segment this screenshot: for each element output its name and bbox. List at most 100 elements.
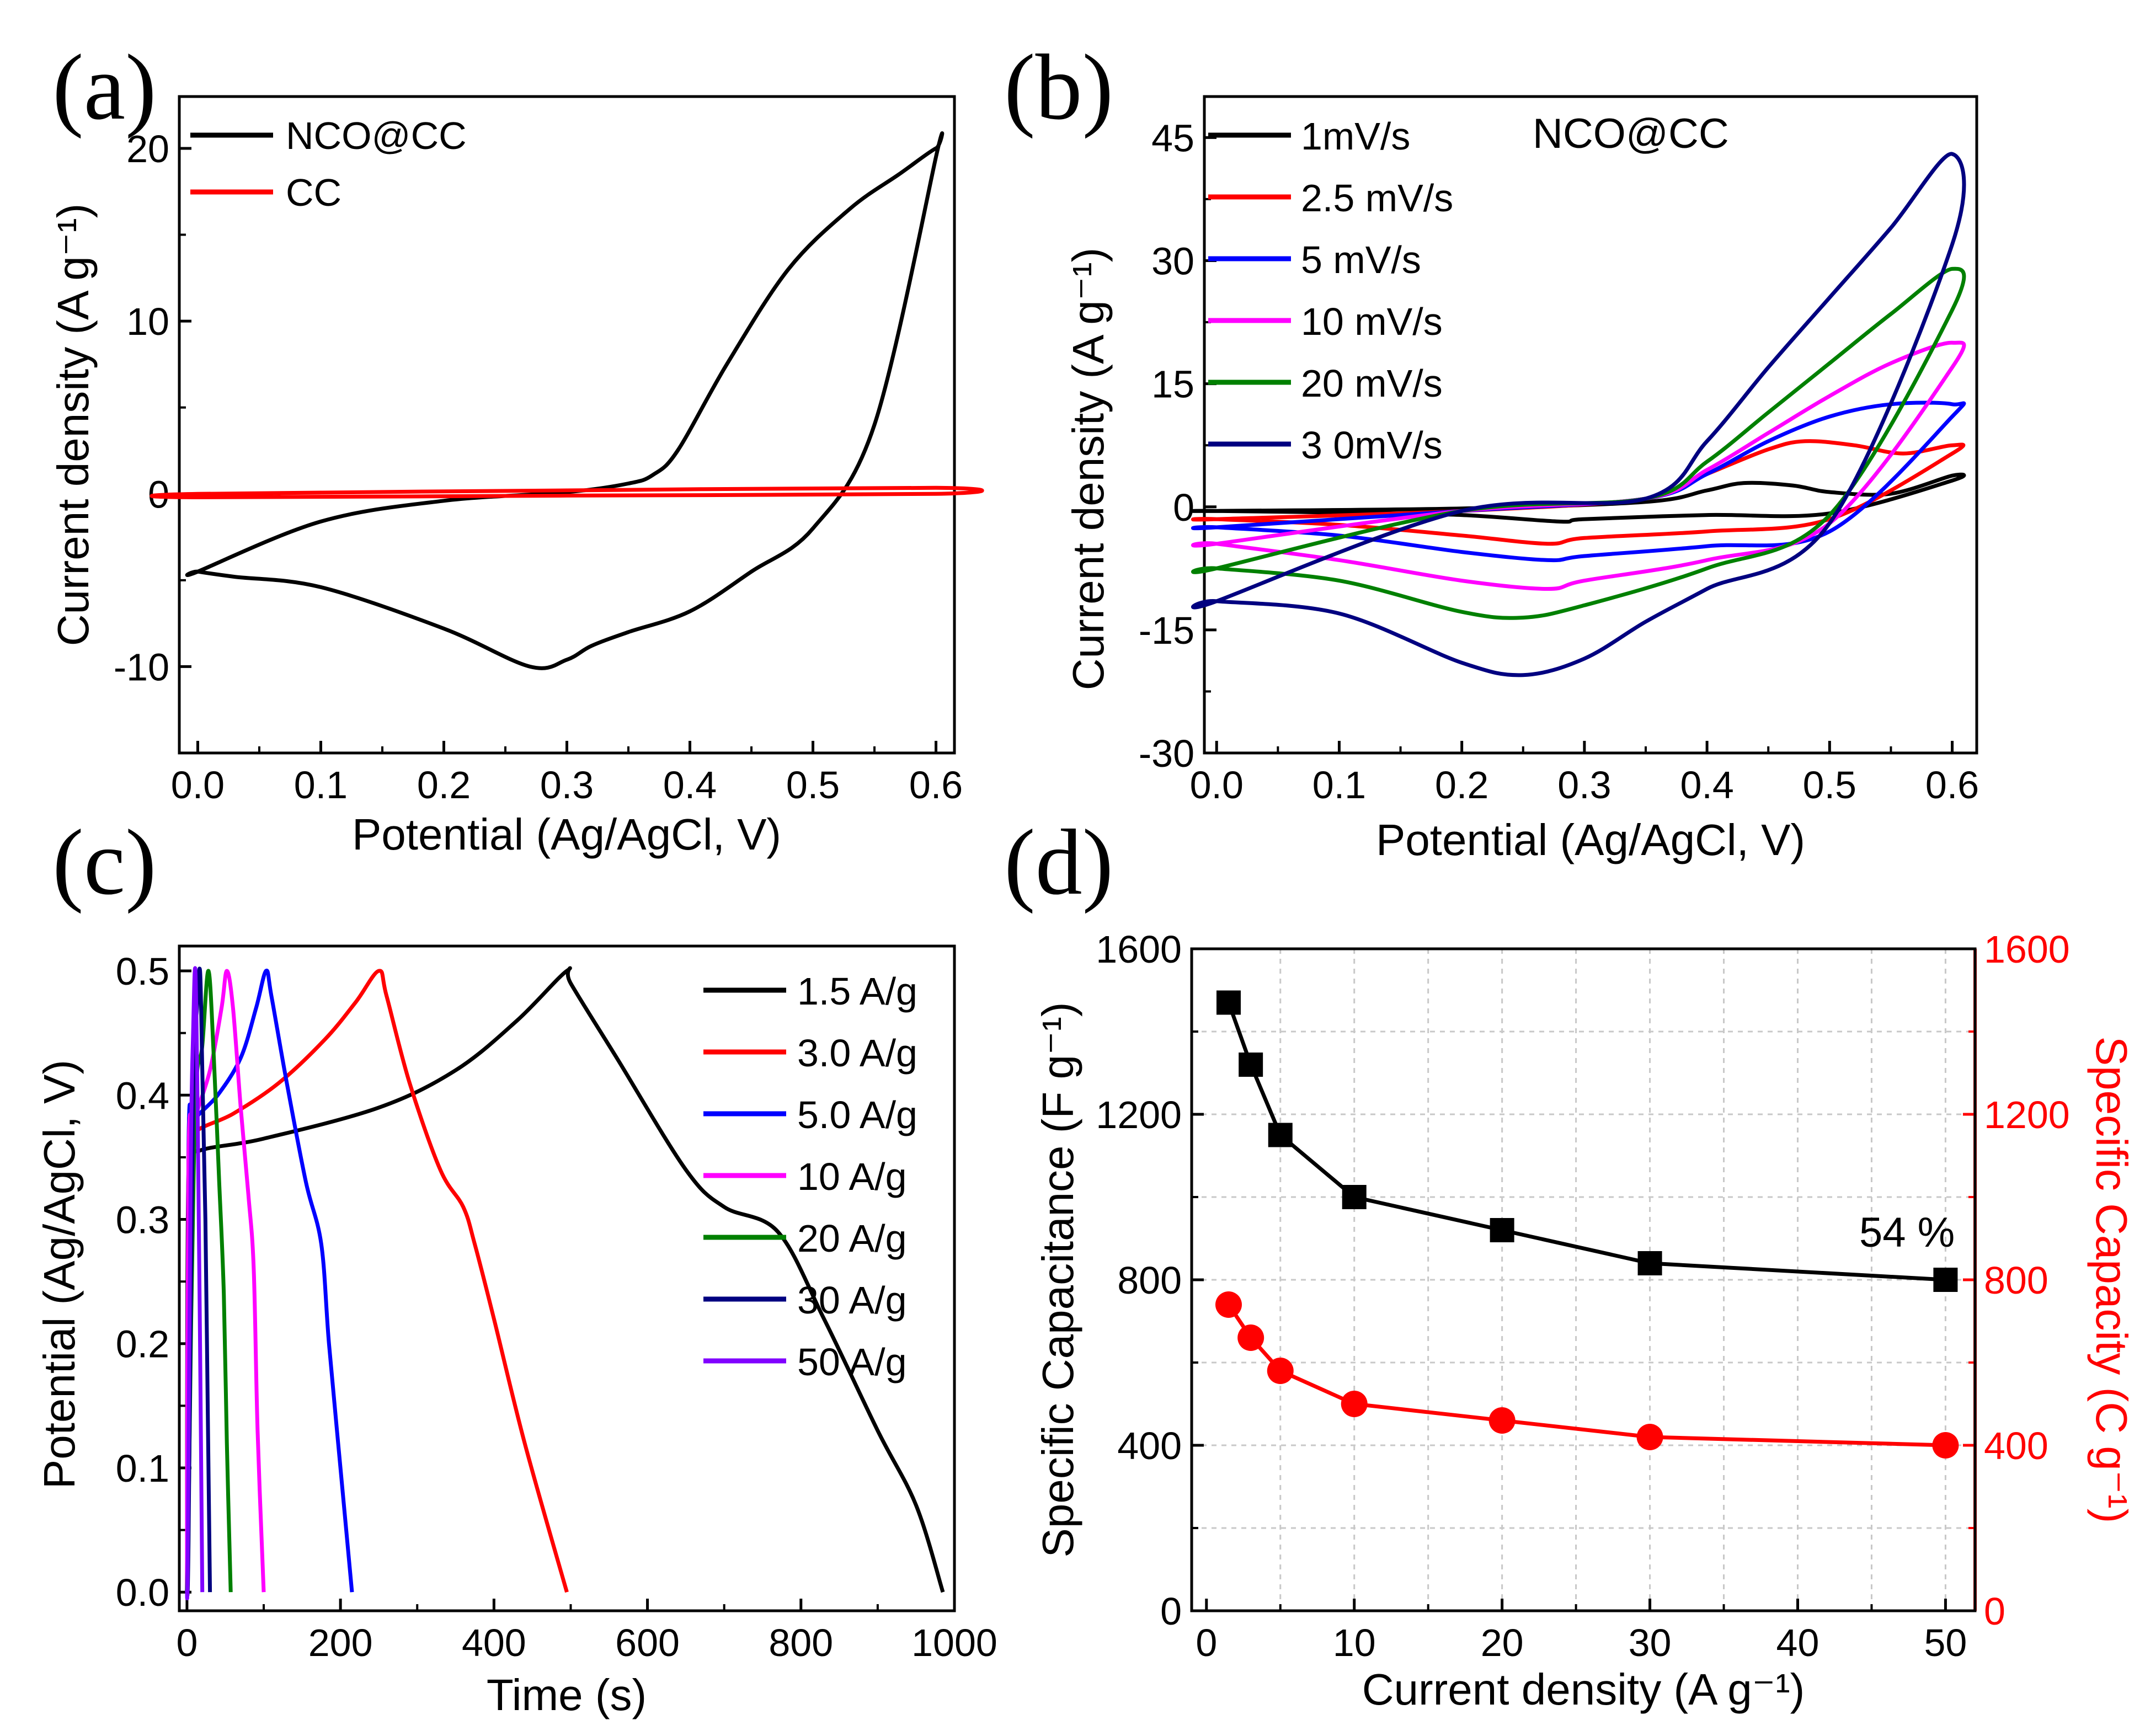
- panel-a-series-nco-cc: [185, 131, 945, 670]
- panel-d-marker-specific-capacitance: [1239, 1053, 1263, 1077]
- panel-a-x-tick-label: 0.4: [663, 763, 717, 806]
- panel-b-legend-label-5-mv-s: 5 mV/s: [1301, 238, 1421, 281]
- panel-b-legend-label-2-5-mv-s: 2.5 mV/s: [1301, 177, 1453, 220]
- panel-a-y-tick-label: 20: [126, 127, 169, 170]
- panel-c-plot: 0 200 400 600 800 1000 0.0 0.1 0.2 0.3 0.4 0.5: [116, 950, 997, 1664]
- panel-b-x-tick-label: 0.6: [1925, 763, 1979, 806]
- panel-c-legend-label-1-5-a-g: 1.5 A/g: [797, 970, 917, 1013]
- panel-a-curve-nco-cc: [185, 131, 945, 670]
- panel-a-label: (a): [52, 35, 157, 139]
- panel-d-marker-specific-capacity: [1488, 1407, 1516, 1434]
- panel-d-x-tick-label: 20: [1481, 1621, 1524, 1664]
- panel-c-y-tick-label: 0.0: [116, 1571, 169, 1614]
- panel-b-x-tick-label: 0.0: [1190, 763, 1244, 806]
- panel-b-legend-label-1mv-s: 1mV/s: [1301, 115, 1410, 158]
- panel-b-x-tick-label: 0.2: [1435, 763, 1488, 806]
- panel-c-x-tick-label: 600: [615, 1621, 680, 1664]
- panel-d-retention-annotation: 54 %: [1859, 1209, 1955, 1256]
- panel-d-y2-tick-label: 1600: [1984, 928, 2070, 971]
- panel-d-marker-specific-capacitance: [1216, 990, 1241, 1015]
- panel-c-x-tick-label: 400: [462, 1621, 526, 1664]
- panel-d-y2-tick-label: 0: [1984, 1590, 2005, 1633]
- panel-c-y-tick-label: 0.5: [116, 950, 169, 993]
- panel-d-marker-specific-capacitance: [1637, 1251, 1662, 1275]
- panel-b-legend-label-3-0mv-s: 3 0mV/s: [1301, 424, 1443, 467]
- panel-a-legend: NCO@CC CC: [190, 114, 467, 214]
- panel-a-x-axis-title: Potential (Ag/AgCl, V): [352, 810, 781, 859]
- panel-b-x-tick-label: 0.1: [1312, 763, 1366, 806]
- panel-d-y2-axis-title: Specific Capacity (C g⁻¹): [2087, 1037, 2136, 1523]
- panel-a-y-axis-title: Current density (A g⁻¹): [49, 204, 98, 647]
- panel-d-series-specific-capacity: [1215, 1291, 1959, 1459]
- panel-d-series-specific-capacitance: [1216, 990, 1958, 1292]
- panel-b-legend-label-10-mv-s: 10 mV/s: [1301, 300, 1443, 343]
- panel-b-legend-label-20-mv-s: 20 mV/s: [1301, 362, 1443, 405]
- panel-a-x-tick-label: 0.3: [540, 763, 594, 806]
- panel-d-marker-specific-capacity: [1932, 1432, 1959, 1459]
- panel-c-legend-label-20-a-g: 20 A/g: [797, 1217, 907, 1260]
- panel-d-x-tick-label: 10: [1333, 1621, 1376, 1664]
- panel-a-curve-cc: [150, 485, 984, 500]
- panel-b-y-tick-label: 30: [1151, 240, 1194, 283]
- panel-b-x-tick-label: 0.5: [1803, 763, 1856, 806]
- panel-c-x-axis-title: Time (s): [487, 1670, 647, 1719]
- panel-b-plot-frame: [1203, 95, 1978, 755]
- panel-b-legend: 1mV/s 2.5 mV/s 5 mV/s 10 mV/s 20 mV/s 3 0mV/s: [1208, 115, 1453, 467]
- panel-c-legend: 1.5 A/g 3.0 A/g 5.0 A/g 10 A/g 20 A/g 30 A/g 5…: [703, 970, 917, 1384]
- panel-d-x-tick-label: 30: [1629, 1621, 1672, 1664]
- panel-b-y-tick-label: -15: [1139, 609, 1194, 652]
- panel-d-marker-specific-capacity: [1341, 1391, 1368, 1417]
- panel-d-marker-specific-capacity: [1267, 1358, 1294, 1384]
- panel-b-series-3-0mv-s: [1191, 152, 1966, 677]
- panel-d-y-tick-label: 1200: [1096, 1093, 1182, 1136]
- panel-d-y-tick-label: 400: [1117, 1424, 1182, 1467]
- panel-c-x-tick-label: 200: [308, 1621, 373, 1664]
- panel-c-legend-label-10-a-g: 10 A/g: [797, 1155, 907, 1198]
- panel-c: (c) 0 200 400 600 800 10000.00.10.20.30.40.5 …: [35, 810, 997, 1719]
- panel-b-x-tick-label: 0.3: [1557, 763, 1611, 806]
- panel-d-marker-specific-capacitance: [1342, 1185, 1367, 1209]
- panel-d-marker-specific-capacitance: [1268, 1123, 1293, 1147]
- panel-c-legend-label-5-0-a-g: 5.0 A/g: [797, 1093, 917, 1136]
- panel-d-y-tick-label: 800: [1117, 1259, 1182, 1302]
- panel-d-marker-specific-capacity: [1636, 1424, 1663, 1450]
- panel-d-y2-tick-label: 1200: [1984, 1093, 2070, 1136]
- panel-b-y-tick-label: 45: [1151, 116, 1194, 159]
- panel-a-x-tick-label: 0.6: [909, 763, 963, 806]
- panel-d-x-axis-title: Current density (A g⁻¹): [1362, 1665, 1805, 1714]
- panel-c-curve-50-a-g: [185, 966, 205, 1600]
- panel-b: (b) 0.0 0.1 0.2 0.3 0.4 0.5 0.6 -30 -15 0 15 30 45 P…: [1004, 35, 1979, 864]
- panel-c-legend-label-3-0-a-g: 3.0 A/g: [797, 1032, 917, 1075]
- panel-d-y2-tick-label: 800: [1984, 1259, 2048, 1302]
- panel-d-line-specific-capacity: [1227, 1304, 1946, 1447]
- panel-c-x-tick-label: 800: [769, 1621, 833, 1664]
- panel-d-x-tick-label: 40: [1776, 1621, 1819, 1664]
- panel-d-plot: 0 10 20 30 40 50 0 400 800 1200 1600 0 400 800 1200 160…: [1096, 928, 2069, 1664]
- panel-d-marker-specific-capacity: [1237, 1324, 1264, 1351]
- panel-a-x-tick-label: 0.1: [294, 763, 348, 806]
- panel-b-label: (b): [1004, 35, 1113, 139]
- panel-c-x-tick-label: 1000: [911, 1621, 997, 1664]
- panel-d-marker-specific-capacitance: [1490, 1218, 1514, 1242]
- panel-d-label: (d): [1004, 810, 1113, 914]
- panel-d-y-tick-label: 0: [1160, 1590, 1182, 1633]
- panel-c-series-50-a-g: [185, 966, 205, 1600]
- panel-c-y-tick-label: 0.1: [116, 1447, 169, 1490]
- panel-c-label: (c): [52, 810, 157, 914]
- panel-c-y-tick-label: 0.4: [116, 1074, 169, 1117]
- panel-a-x-tick-label: 0.5: [786, 763, 840, 806]
- panel-d-y-axis-title: Specific Capacitance (F g⁻¹): [1033, 1002, 1082, 1557]
- panel-c-plot-frame: [178, 944, 956, 1612]
- legend-label-nco-cc: NCO@CC: [286, 114, 467, 157]
- panel-c-legend-label-30-a-g: 30 A/g: [797, 1279, 907, 1322]
- panel-d-plot-frame: [1190, 947, 1977, 1612]
- panel-b-y-tick-label: -30: [1139, 732, 1194, 775]
- panel-c-y-axis-title: Potential (Ag/AgCl, V): [35, 1060, 84, 1489]
- panel-d-marker-specific-capacity: [1215, 1291, 1242, 1318]
- panel-c-curve-3-0-a-g: [185, 969, 569, 1593]
- panel-b-y-tick-label: 0: [1173, 486, 1194, 529]
- panel-c-y-tick-label: 0.2: [116, 1323, 169, 1366]
- legend-label-cc: CC: [286, 171, 342, 214]
